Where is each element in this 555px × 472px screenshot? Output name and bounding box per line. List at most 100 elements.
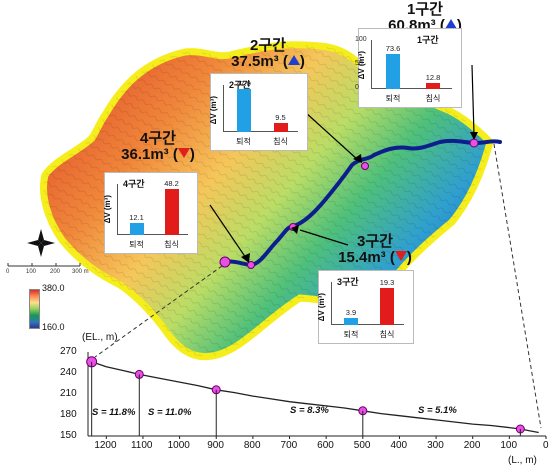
chart-category-label: 퇴적 (129, 240, 144, 249)
chart-ylabel: ΔV (m³) (317, 293, 326, 322)
zone2-change-chart: ΔV (m³) 2구간 47.0 퇴적 9.5 침식 (209, 73, 308, 151)
zone3-title: 3구간 (357, 233, 393, 250)
legend-max: 380.0 (42, 283, 65, 293)
decrease-triangle-icon (394, 250, 407, 261)
chart-value-label: 9.5 (275, 113, 286, 123)
chart-axis (117, 184, 188, 235)
zone1-title: 1구간 (407, 1, 443, 18)
chart-axis (331, 282, 404, 325)
chart-bar-deposition (129, 223, 144, 235)
xtick-label: 0 (543, 440, 549, 451)
chart-value-label: 73.6 (385, 43, 401, 53)
chart-category-label: 침식 (164, 240, 179, 249)
chart-title: 4구간 (123, 179, 145, 189)
zone3-label: 3구간 15.4m³ () (325, 234, 425, 266)
xtick-label: 500 (353, 440, 371, 451)
chart-category-label: 퇴적 (343, 330, 359, 339)
ytick-210: 210 (60, 388, 77, 399)
zone2-start-marker (361, 162, 369, 170)
scale-bar (7, 263, 81, 267)
zone4-label: 4구간 36.1m³ () (108, 131, 208, 163)
north-arrow-icon (27, 229, 55, 257)
chart-category-label: 퇴적 (236, 137, 251, 146)
profile-ylabel: (EL., m) (82, 332, 118, 343)
stream-channel (222, 138, 502, 268)
chart-bar-deposition (386, 53, 400, 89)
chart-category-label: 침식 (425, 94, 441, 103)
slope-label-2: S = 11.0% (148, 407, 192, 418)
slope-label-4: S = 5.1% (418, 405, 457, 416)
chart-value-label: 3.9 (345, 307, 357, 317)
xtick-label: 400 (390, 440, 408, 451)
ytick-180: 180 (60, 409, 77, 420)
ytick-150: 150 (60, 430, 77, 441)
zone4-change-chart: ΔV (m³) 4구간 12.1 퇴적 48.2 침식 (103, 172, 198, 254)
zone1-change-chart: ΔV (m³) 1구간 100 50 0 73.6 퇴적 12.8 침식 (355, 28, 462, 108)
chart-category-label: 침식 (273, 137, 288, 146)
chart-value-label: 12.8 (425, 72, 441, 82)
increase-triangle-icon (287, 54, 300, 65)
chart-value-label: 12.1 (129, 213, 144, 223)
longitudinal-profile (86, 352, 547, 439)
chart-bar-deposition (236, 88, 251, 132)
xtick-label: 900 (207, 440, 224, 451)
chart-value-label: 48.2 (164, 178, 179, 188)
profile-elevation-line (91, 361, 539, 434)
chart-value-label: 19.3 (379, 278, 395, 288)
increase-triangle-icon (444, 18, 457, 29)
headwater-marker (219, 256, 231, 268)
xtick-label: 200 (463, 440, 481, 451)
scale-label-200: 200 (50, 269, 61, 275)
chart-tick: 50 (355, 60, 363, 67)
zone2-title: 2구간 (250, 37, 286, 54)
chart-category-label: 퇴적 (385, 94, 401, 103)
chart-title: 3구간 (337, 277, 359, 287)
zone4-start-marker (247, 261, 255, 269)
chart-value-label: 47.0 (236, 78, 251, 88)
chart-bar-erosion (164, 188, 179, 235)
zone3-volume: 15.4m³ (338, 248, 386, 266)
zone4-volume: 36.1m³ (121, 145, 169, 163)
outlet-marker (469, 138, 479, 148)
leader-headwater (94, 265, 223, 358)
xtick-label: 1100 (130, 440, 153, 451)
chart-bar-erosion (426, 82, 440, 89)
xtick-label: 700 (280, 440, 298, 451)
chart-title: 1구간 (417, 35, 439, 45)
slope-label-3: S = 8.3% (290, 405, 329, 416)
chart-title: 2구간 (229, 80, 251, 90)
xtick-label: 600 (317, 440, 334, 451)
zone4-pointer (209, 204, 250, 263)
leader-outlet (493, 143, 542, 429)
slope-label-1: S = 11.8% (92, 407, 136, 418)
chart-bar-erosion (380, 288, 394, 325)
zone2-pointer (304, 111, 362, 163)
chart-ylabel: ΔV (m³) (103, 195, 112, 224)
zone1-pointer (470, 64, 478, 140)
scale-label-0: 0 (6, 269, 10, 275)
legend-min: 160.0 (42, 322, 65, 332)
decrease-triangle-icon (177, 147, 190, 158)
xtick-label: 800 (243, 440, 261, 451)
xtick-label: 300 (427, 440, 444, 451)
ytick-240: 240 (60, 367, 77, 378)
chart-ylabel: ΔV (m³) (209, 96, 218, 125)
scale-label-300: 300 m (72, 269, 89, 275)
chart-bar-erosion (273, 123, 288, 132)
profile-xlabel: (L., m) (508, 455, 537, 466)
chart-axis (223, 85, 298, 132)
chart-tick: 0 (355, 84, 359, 91)
zone3-pointer (291, 225, 349, 246)
chart-category-label: 침식 (379, 330, 395, 339)
zone2-volume: 37.5m³ (231, 52, 279, 70)
xtick-label: 1200 (94, 440, 117, 451)
zone2-label: 2구간 37.5m³ () (218, 38, 318, 70)
xtick-label: 100 (500, 440, 518, 451)
zone4-title: 4구간 (140, 130, 176, 147)
elevation-color-scale (29, 289, 40, 329)
scale-label-100: 100 (26, 269, 37, 275)
ytick-270: 270 (60, 346, 77, 357)
chart-axis (371, 40, 452, 89)
zone3-change-chart: ΔV (m³) 3구간 3.9 퇴적 19.3 침식 (317, 270, 414, 344)
